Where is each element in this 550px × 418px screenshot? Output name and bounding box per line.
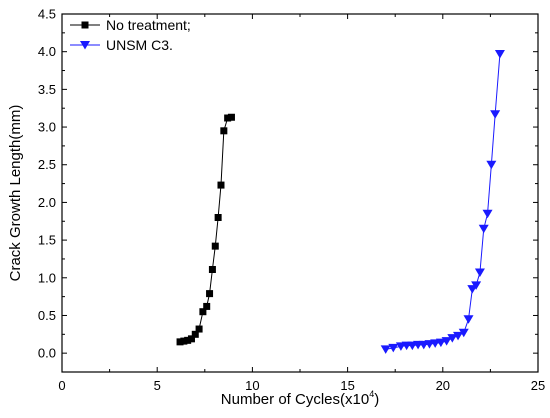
data-point [191, 330, 199, 338]
legend-label: No treatment; [106, 17, 191, 33]
data-point [195, 325, 203, 333]
data-point [220, 127, 228, 135]
y-tick-label: 1.0 [38, 270, 56, 285]
x-tick-label: 10 [245, 378, 259, 393]
x-tick-label: 15 [340, 378, 354, 393]
y-tick-label: 2.5 [38, 157, 56, 172]
data-point [388, 343, 399, 353]
y-tick-label: 0.5 [38, 308, 56, 323]
data-point [486, 160, 497, 170]
data-point [187, 335, 195, 343]
y-tick-label: 2.0 [38, 195, 56, 210]
data-point [478, 224, 489, 234]
data-point [199, 308, 207, 316]
data-point [224, 114, 232, 122]
data-point [208, 265, 216, 273]
series-1 [176, 113, 235, 346]
x-tick-label: 20 [436, 378, 450, 393]
data-point [494, 49, 505, 59]
y-axis-title: Crack Growth Length(mm) [7, 105, 24, 282]
series-line [385, 53, 501, 350]
data-point [490, 110, 501, 119]
y-tick-label: 4.5 [38, 7, 56, 22]
data-point [458, 328, 469, 338]
legend-marker [81, 21, 89, 29]
y-tick-label: 4.0 [38, 44, 56, 59]
data-point [206, 290, 214, 298]
series-layer [176, 49, 505, 354]
data-point [227, 113, 235, 121]
data-point [482, 209, 493, 219]
data-point [180, 337, 188, 345]
data-point [463, 315, 474, 324]
series-2 [380, 49, 505, 354]
data-point [211, 242, 219, 250]
y-tick-label: 0.0 [38, 346, 56, 361]
data-point [217, 181, 225, 189]
axes: 0 5 10 15 20 25 0.0 0.5 1.0 1.5 2.0 2.5 3.0 3.5 4.0 4.5 [38, 7, 545, 394]
data-point [447, 334, 458, 343]
data-point [435, 338, 446, 348]
data-point [380, 345, 391, 354]
legend-label: UNSM C3. [106, 37, 173, 53]
data-point [453, 331, 464, 341]
y-tick-label: 1.5 [38, 233, 56, 248]
y-tick-label: 3.5 [38, 82, 56, 97]
legend-marker [80, 41, 90, 50]
x-tick-label: 25 [531, 378, 545, 393]
data-point [441, 337, 452, 346]
data-point [214, 213, 222, 221]
x-axis-title: Number of Cycles(x104) [221, 389, 379, 408]
x-tick-label: 0 [58, 378, 65, 393]
data-point [471, 281, 482, 290]
y-tick-label: 3.0 [38, 120, 56, 135]
data-point [474, 268, 485, 278]
x-tick-label: 5 [154, 378, 161, 393]
data-point [203, 302, 211, 310]
data-point [184, 336, 192, 344]
data-point [176, 338, 184, 346]
legend: No treatment; UNSM C3. [70, 17, 191, 53]
